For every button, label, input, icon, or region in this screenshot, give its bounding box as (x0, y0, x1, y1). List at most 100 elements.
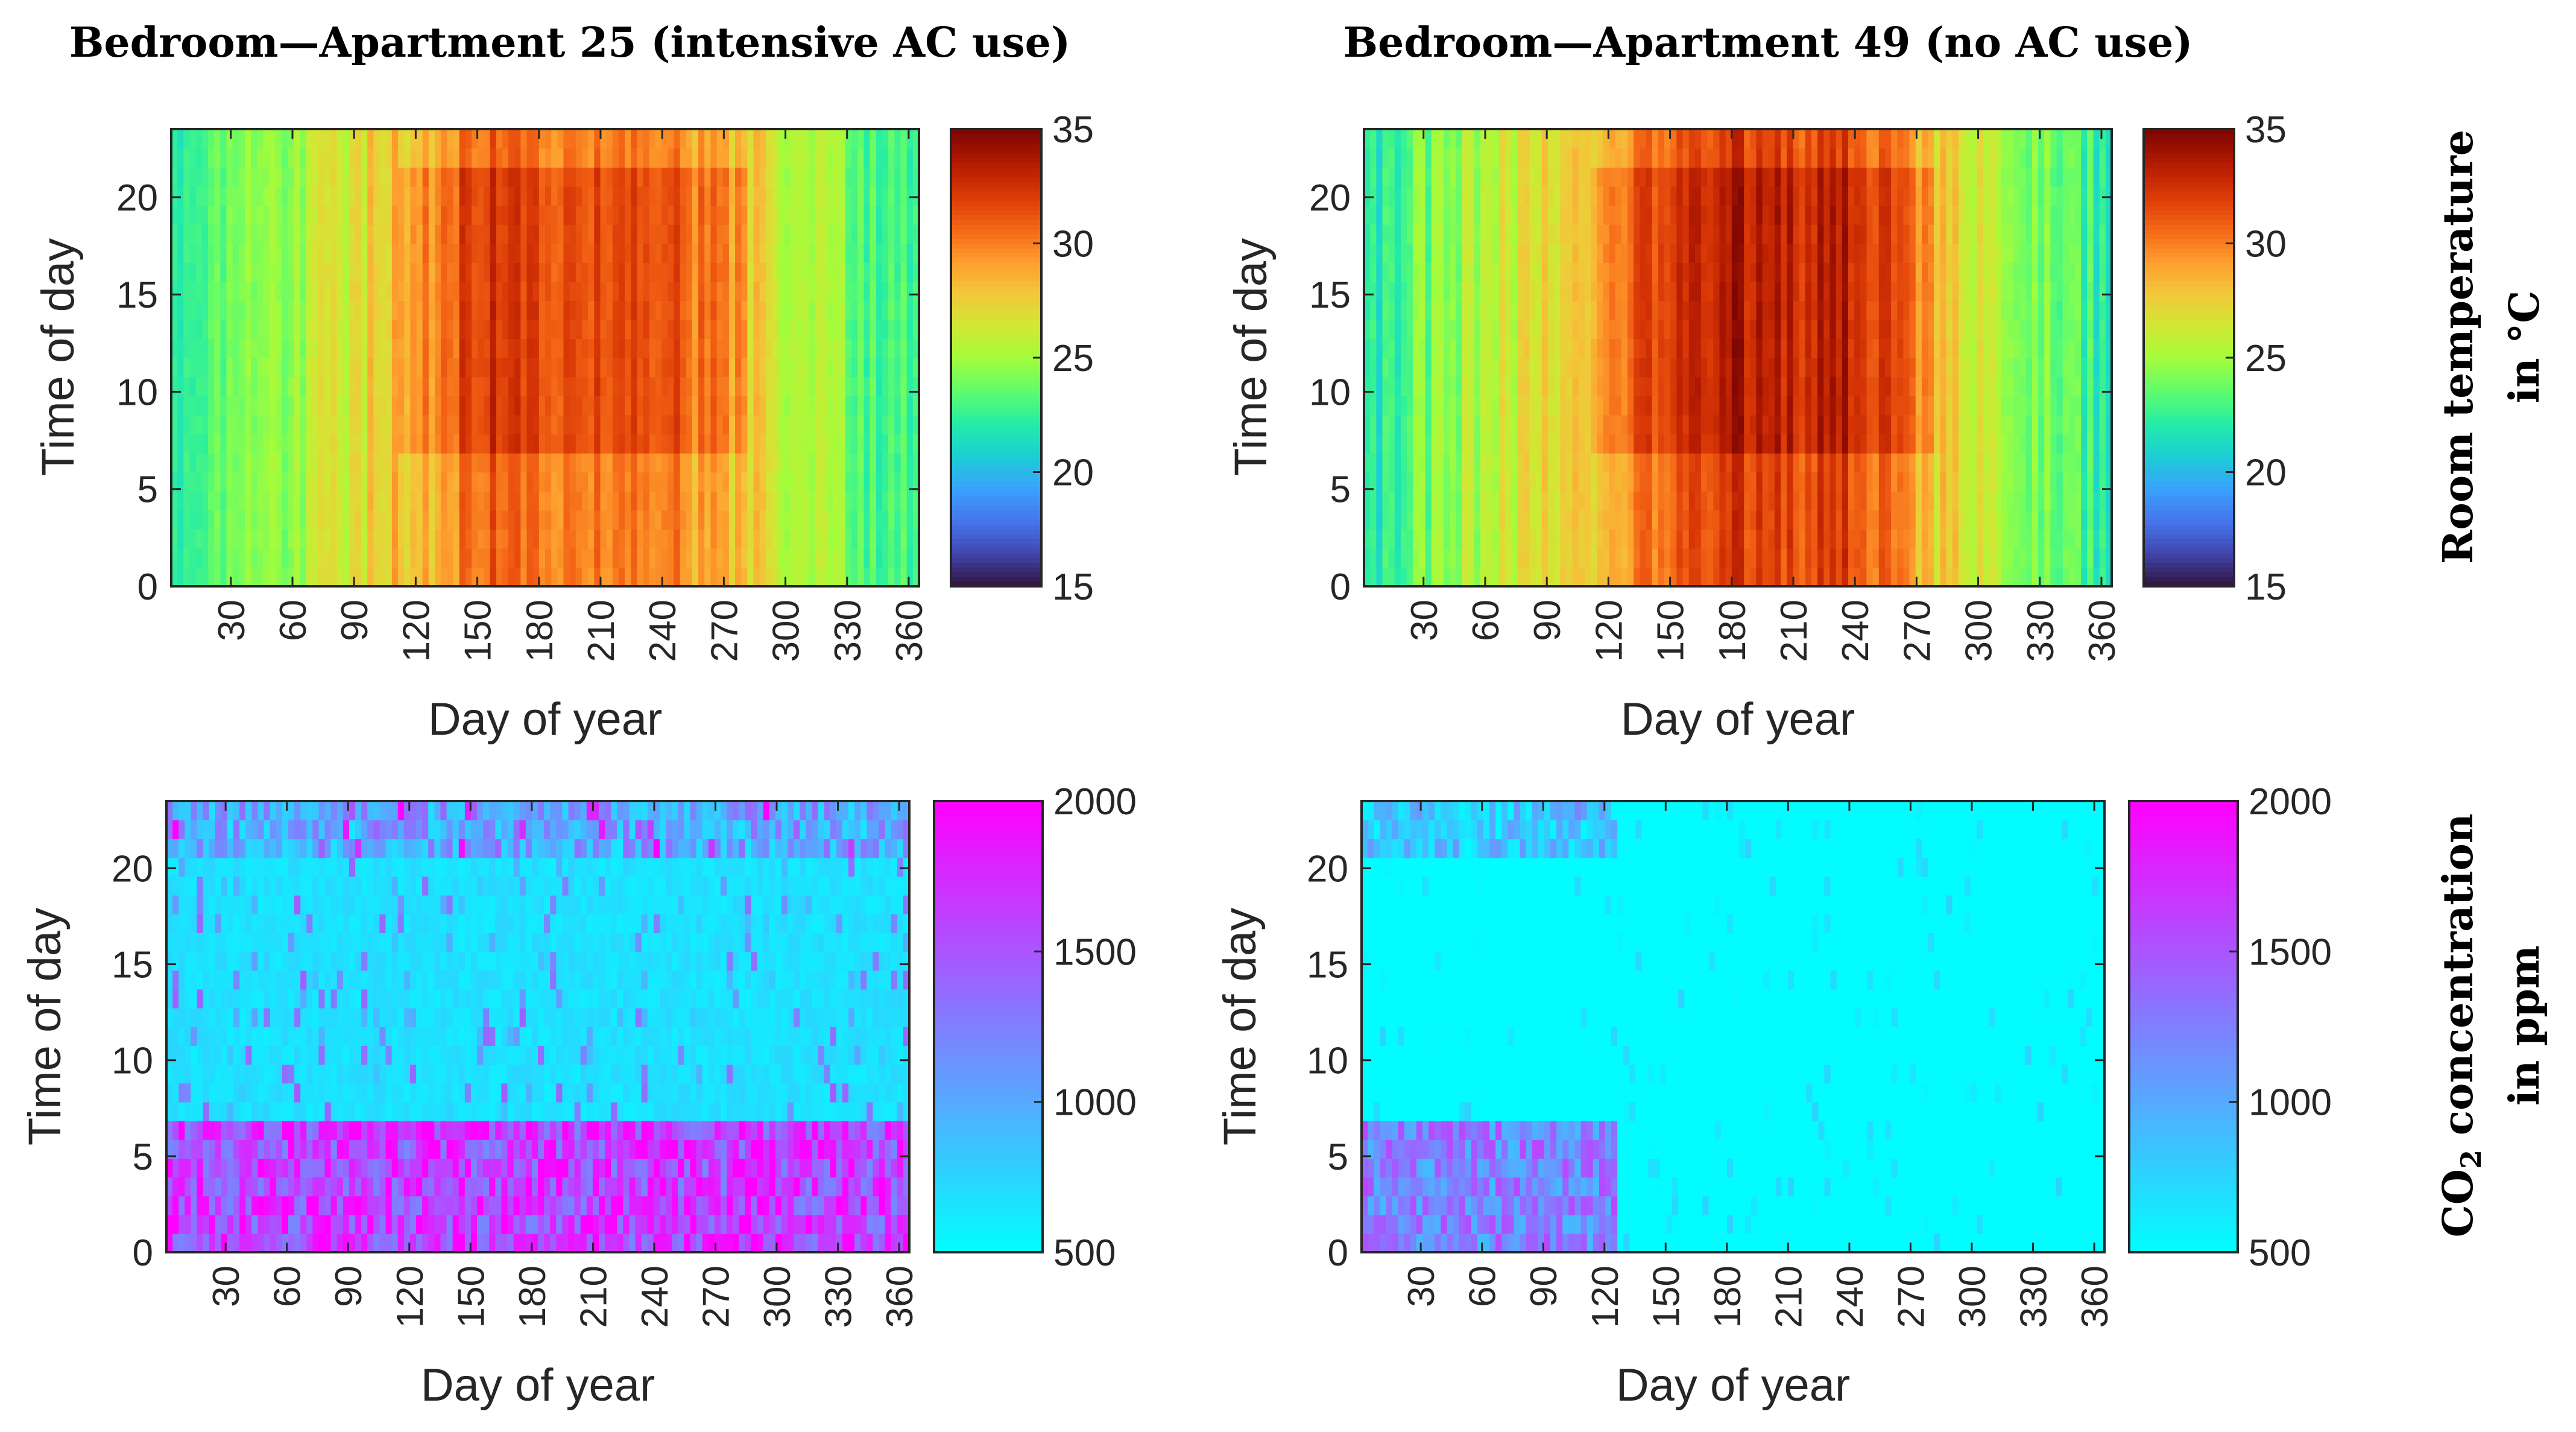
heatmap-cell (668, 491, 675, 511)
heatmap-cell (1456, 472, 1463, 492)
heatmap-cell (1578, 186, 1585, 206)
heatmap-cell (220, 510, 227, 530)
heatmap-cell (1492, 472, 1500, 492)
heatmap-cell (195, 129, 203, 149)
heatmap-cell (269, 167, 276, 187)
heatmap-cell (796, 224, 803, 244)
heatmap-cell (251, 567, 258, 587)
heatmap-cell (318, 319, 325, 340)
heatmap-cell (1504, 529, 1512, 549)
heatmap-cell (1517, 300, 1524, 320)
heatmap-cell (1529, 396, 1536, 416)
heatmap-cell (226, 167, 233, 187)
heatmap-cell (1517, 491, 1524, 511)
heatmap-cell (1450, 186, 1457, 206)
heatmap-cell (569, 262, 576, 282)
heatmap-cell (912, 319, 920, 340)
heatmap-cell (1836, 376, 1843, 396)
heatmap-cell (496, 148, 503, 168)
heatmap-cell (735, 548, 742, 568)
heatmap-cell (355, 414, 362, 435)
heatmap-cell (232, 434, 239, 454)
heatmap-cell (692, 510, 699, 530)
heatmap-cell (1474, 148, 1481, 168)
heatmap-cell (815, 434, 822, 454)
heatmap-cell (845, 338, 852, 358)
heatmap-cell (1474, 529, 1481, 549)
heatmap-cell (1664, 186, 1671, 206)
heatmap-cell (1744, 262, 1751, 282)
heatmap-cell (269, 472, 276, 492)
heatmap-cell (281, 262, 288, 282)
heatmap-cell (195, 567, 203, 587)
heatmap-cell (1664, 567, 1671, 587)
heatmap-cell (753, 205, 760, 225)
heatmap-cell (336, 358, 344, 378)
heatmap-cell (680, 167, 687, 187)
heatmap-cell (796, 510, 803, 530)
heatmap-cell (1407, 186, 1414, 206)
heatmap-cell (1462, 224, 1469, 244)
heatmap-cell (465, 396, 472, 416)
heatmap-cell (894, 338, 901, 358)
heatmap-cell (704, 529, 712, 549)
heatmap-cell (214, 148, 221, 168)
heatmap-cell (735, 414, 742, 435)
heatmap-cell (827, 319, 834, 340)
heatmap-cell (526, 300, 534, 320)
heatmap-cell (845, 300, 852, 320)
heatmap-cell (1394, 414, 1401, 435)
heatmap-cell (269, 243, 276, 263)
heatmap-cell (324, 281, 332, 302)
heatmap-cell (1394, 529, 1401, 549)
heatmap-cell (759, 567, 766, 587)
heatmap-cell (1640, 510, 1647, 530)
heatmap-cell (1603, 472, 1610, 492)
heatmap-cell (698, 452, 706, 473)
heatmap-cell (643, 300, 650, 320)
heatmap-cell (569, 567, 576, 587)
heatmap-cell (367, 510, 374, 530)
heatmap-cell (441, 338, 448, 358)
heatmap-cell (214, 529, 221, 549)
heatmap-cell (1609, 491, 1616, 511)
heatmap-cell (618, 567, 625, 587)
heatmap-cell (490, 396, 497, 416)
heatmap-cell (447, 491, 454, 511)
heatmap-cell (857, 529, 865, 549)
heatmap-cell (870, 148, 877, 168)
heatmap-cell (189, 548, 197, 568)
heatmap-cell (839, 319, 846, 340)
heatmap-cell (1823, 129, 1831, 149)
heatmap-cell (631, 396, 638, 416)
heatmap-cell (747, 338, 754, 358)
heatmap-cell (815, 319, 822, 340)
heatmap-cell (1468, 319, 1475, 340)
heatmap-cell (802, 529, 809, 549)
heatmap-cell (410, 300, 417, 320)
heatmap-cell (379, 472, 387, 492)
heatmap-cell (453, 472, 460, 492)
heatmap-cell (275, 548, 282, 568)
heatmap-cell (422, 148, 429, 168)
heatmap-cell (1431, 205, 1438, 225)
heatmap-cell (1799, 567, 1806, 587)
heatmap-cell (728, 186, 736, 206)
heatmap-cell (1566, 396, 1573, 416)
heatmap-cell (244, 376, 251, 396)
heatmap-cell (1535, 434, 1542, 454)
heatmap-cell (1756, 300, 1763, 320)
heatmap-cell (741, 338, 748, 358)
heatmap-cell (680, 491, 687, 511)
heatmap-cell (753, 472, 760, 492)
colorbar-segment (951, 148, 1041, 154)
heatmap-cell (1627, 243, 1635, 263)
heatmap-cell (728, 567, 736, 587)
heatmap-cell (1591, 338, 1598, 358)
heatmap-cell (189, 129, 197, 149)
heatmap-cell (882, 319, 889, 340)
heatmap-cell (888, 567, 895, 587)
heatmap-cell (588, 224, 595, 244)
heatmap-cell (894, 319, 901, 340)
heatmap-cell (201, 434, 209, 454)
